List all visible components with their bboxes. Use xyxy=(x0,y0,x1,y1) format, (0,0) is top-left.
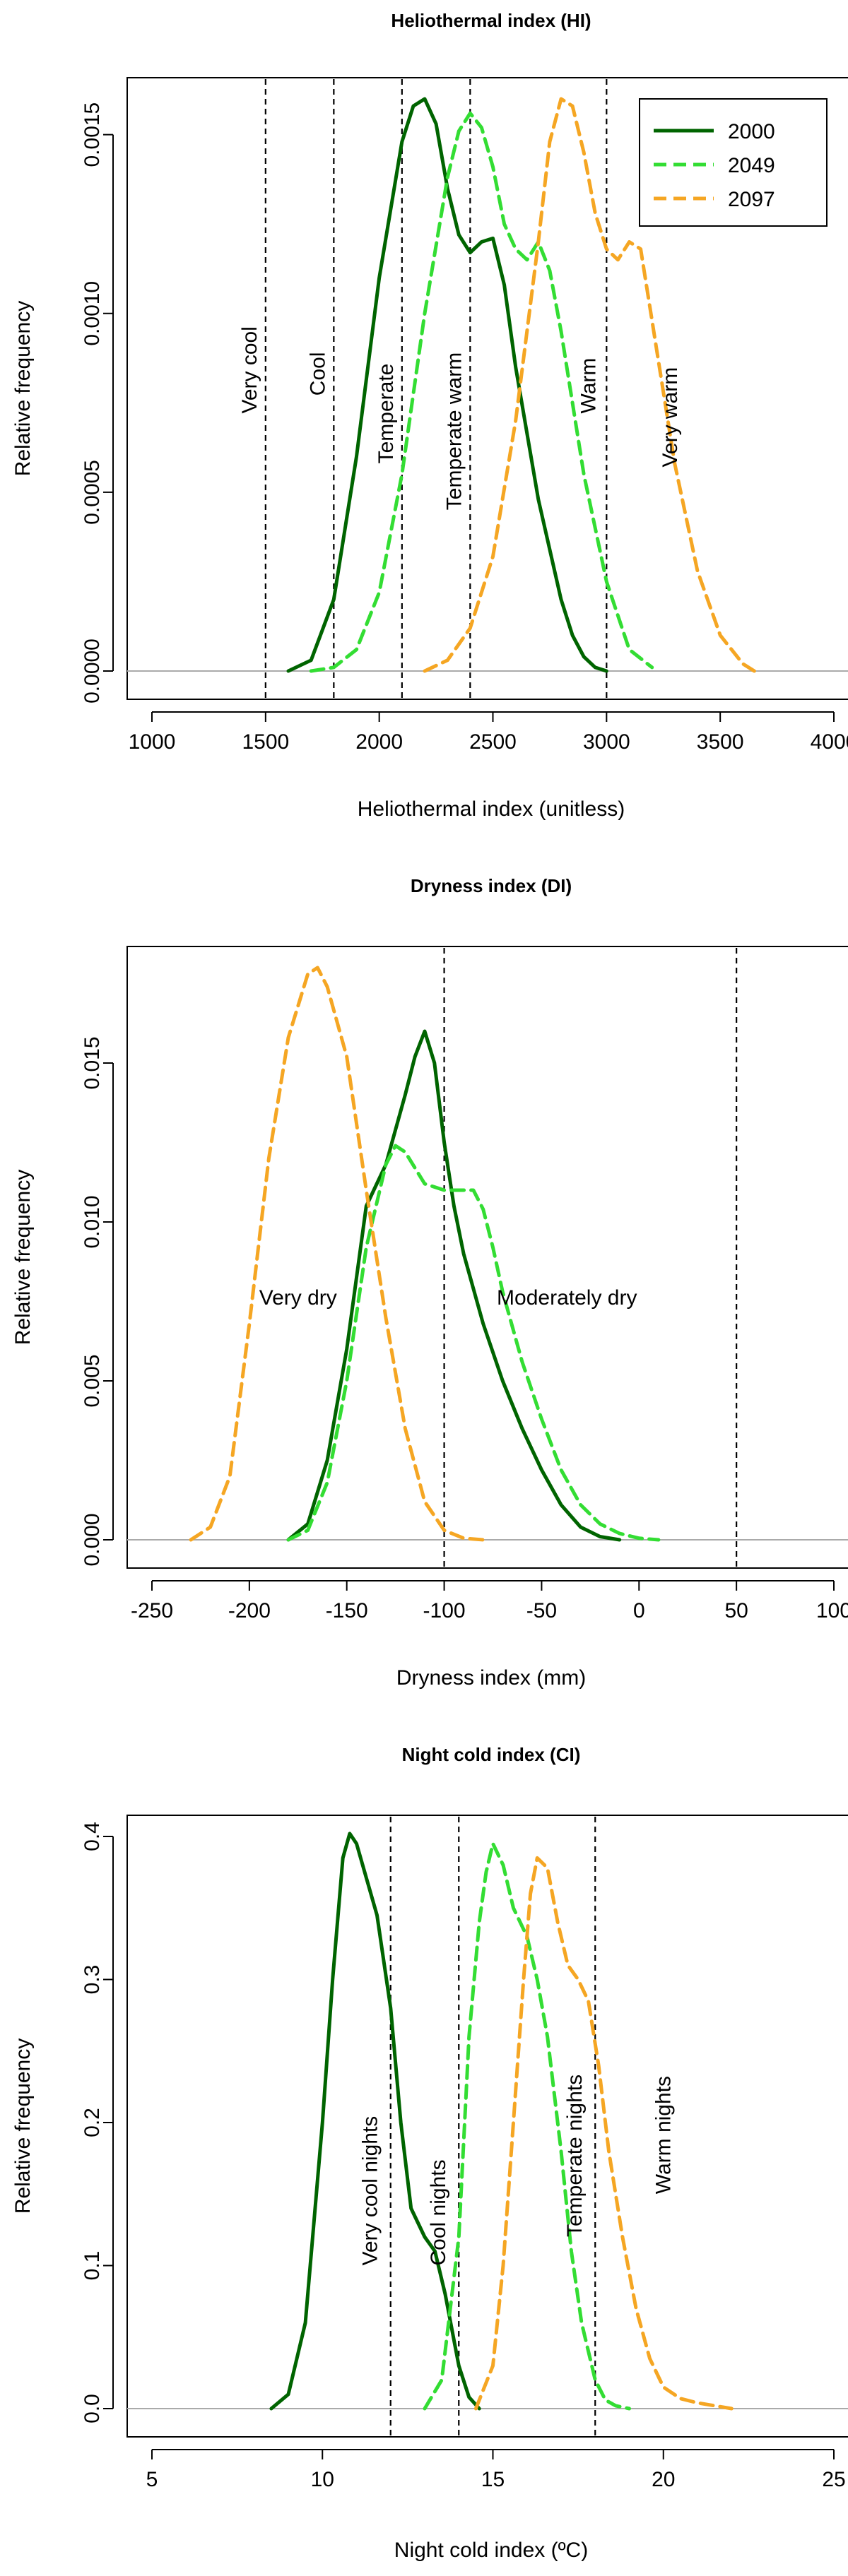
y-tick-label: 0.015 xyxy=(81,1036,104,1089)
x-tick-label: 1500 xyxy=(242,730,289,754)
zone-label: Very dry xyxy=(259,1286,337,1310)
y-tick-label: 0.010 xyxy=(81,1195,104,1248)
y-tick-label: 0.0015 xyxy=(81,102,104,167)
zone-label: Warm xyxy=(577,358,600,414)
x-tick-label: 10 xyxy=(311,2468,334,2491)
series-line-2000 xyxy=(286,1029,622,1542)
plot-frame xyxy=(126,77,848,700)
zone-label: Warm nights xyxy=(652,2076,675,2194)
zone-label: Very cool nights xyxy=(358,2116,382,2266)
plot-frame xyxy=(126,1815,848,2438)
x-axis-label: Heliothermal index (unitless) xyxy=(358,797,625,821)
chart-title: Night cold index (CI) xyxy=(402,1744,581,1765)
legend-label-2097: 2097 xyxy=(728,188,775,211)
y-tick-label: 0.0000 xyxy=(81,639,104,704)
legend-label-2000: 2000 xyxy=(728,120,775,143)
chart-title: Dryness index (DI) xyxy=(411,875,572,896)
x-tick-label: 3500 xyxy=(697,730,744,754)
x-tick-label: 15 xyxy=(481,2468,505,2491)
series-line-2097 xyxy=(473,1856,734,2411)
x-tick-label: -100 xyxy=(423,1599,466,1622)
y-tick-label: 0.0005 xyxy=(81,460,104,525)
legend-label-2049: 2049 xyxy=(728,154,775,177)
x-tick-label: 25 xyxy=(822,2468,845,2491)
x-tick-label: 2500 xyxy=(469,730,517,754)
x-tick-label: -250 xyxy=(131,1599,173,1622)
zone-label: Very warm xyxy=(659,367,682,468)
zone-label: Cool xyxy=(306,352,329,396)
x-tick-label: 1000 xyxy=(129,730,176,754)
y-tick-label: 0.3 xyxy=(81,1965,104,1995)
x-tick-label: 3000 xyxy=(583,730,630,754)
x-tick-label: -200 xyxy=(228,1599,271,1622)
series-line-2049 xyxy=(309,111,654,673)
y-tick-label: 0.005 xyxy=(81,1354,104,1407)
y-tick-label: 0.4 xyxy=(81,1822,104,1851)
x-axis-label: Night cold index (ºC) xyxy=(394,2539,588,2562)
y-axis-label: Relative frequency xyxy=(11,1170,35,1345)
series-line-2097 xyxy=(189,966,485,1542)
chart-title: Heliothermal index (HI) xyxy=(391,10,591,31)
y-tick-label: 0.0 xyxy=(81,2394,104,2423)
y-tick-label: 0.2 xyxy=(81,2108,104,2137)
zone-label: Moderately dry xyxy=(497,1286,637,1310)
x-tick-label: 50 xyxy=(724,1599,748,1622)
x-tick-label: 0 xyxy=(633,1599,645,1622)
zone-label: Very cool xyxy=(238,326,261,413)
y-tick-label: 0.000 xyxy=(81,1513,104,1566)
x-tick-label: -50 xyxy=(526,1599,557,1622)
series-line-2000 xyxy=(269,1832,481,2411)
legend: 2000 2049 2097 xyxy=(639,98,828,227)
y-tick-label: 0.1 xyxy=(81,2251,104,2281)
zone-label: Temperate warm xyxy=(442,352,466,510)
x-tick-label: 20 xyxy=(652,2468,675,2491)
zone-label: Cool nights xyxy=(427,2159,450,2265)
series-line-2000 xyxy=(286,97,608,673)
zone-label: Temperate nights xyxy=(563,2075,587,2237)
x-tick-label: 100 xyxy=(816,1599,848,1622)
y-axis-label: Relative frequency xyxy=(11,301,35,476)
series-line-2097 xyxy=(423,97,756,673)
zone-label: Temperate xyxy=(375,364,398,464)
y-axis-label: Relative frequency xyxy=(11,2038,35,2214)
heliothermal-chart: Heliothermal index (HI) 1000 1500 2000 2500… xyxy=(11,10,848,821)
legend-box xyxy=(639,98,828,227)
x-axis-label: Dryness index (mm) xyxy=(396,1666,586,1690)
x-tick-label: 2000 xyxy=(355,730,403,754)
series-line-2049 xyxy=(286,1144,661,1542)
x-tick-label: 5 xyxy=(146,2468,158,2491)
night-cold-chart: Night cold index (CI) 5 10 15 20 25 0.0 0.1 0.2… xyxy=(11,1744,848,2562)
plot-frame xyxy=(126,946,848,1569)
dryness-chart: Dryness index (DI) -250 -200 -150 -100 -50 0 5… xyxy=(11,875,848,1690)
x-tick-label: -150 xyxy=(326,1599,368,1622)
y-tick-label: 0.0010 xyxy=(81,281,104,346)
